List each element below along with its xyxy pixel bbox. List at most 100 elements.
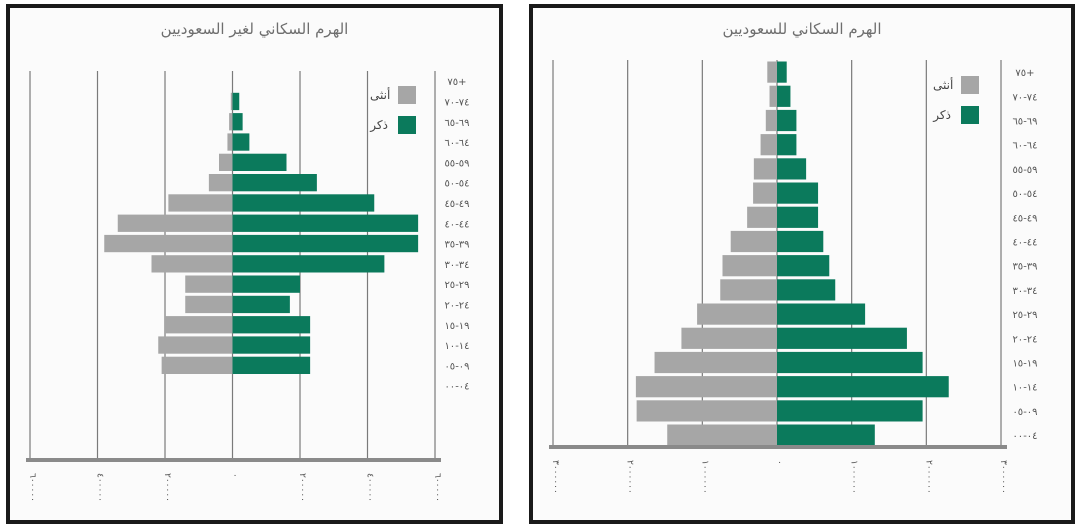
x-tick-label: ٣٠٠٠٠٠٠ — [550, 460, 560, 494]
x-tick-label: ١٠٠٠٠٠٠ — [849, 460, 859, 494]
x-tick-label: ٠ — [774, 460, 784, 465]
legend-label-male: ذكر — [933, 108, 951, 122]
bar-female — [753, 182, 777, 204]
bar-female — [722, 255, 777, 277]
x-tick-label: ٤٠٠٠٠٠ — [95, 473, 105, 502]
category-label: ١٩-١٥ — [444, 321, 469, 332]
bar-male — [777, 327, 907, 349]
legend-label-female: أنثى — [370, 88, 391, 102]
bar-female — [168, 194, 233, 212]
bar-male — [232, 275, 300, 293]
bar-male — [232, 214, 419, 232]
bar-female — [767, 61, 777, 83]
pyramid-chart: ٠٤-٠٠ ٠٩-٠٥ ١٤-١٠ ١٩-١٥ ٢٤-٢٠ ٢٩-٢٥ ٣٤-٣٠ ٣٩-٣٥… — [26, 71, 470, 502]
bar-female — [681, 327, 777, 349]
bar-female — [635, 376, 777, 398]
bar-female — [165, 316, 233, 334]
bar-male — [777, 303, 866, 325]
category-label: ٦٩-٦٥ — [1012, 117, 1037, 128]
category-label: ٥٩-٥٥ — [1012, 165, 1037, 176]
category-label: ٠٩-٠٥ — [444, 361, 469, 372]
category-label: ٢٩-٢٥ — [1012, 310, 1037, 321]
category-label: ٥٤-٥٠ — [1012, 189, 1037, 200]
legend: أنثى ذكر — [370, 80, 417, 140]
bar-female — [636, 400, 777, 422]
bar-male — [232, 194, 375, 212]
bar-female — [151, 255, 233, 273]
legend-swatch-male — [961, 106, 980, 124]
pyramid-chart: ٠٤-٠٠ ٠٩-٠٥ ١٤-١٠ ١٩-١٥ ٢٤-٢٠ ٢٩-٢٥ ٣٤-٣٠ ٣٩-٣٥… — [549, 60, 1038, 494]
x-tick-label: ١٠٠٠٠٠٠ — [699, 460, 709, 494]
bar-female — [227, 133, 233, 151]
legend-item-male: ذكر — [370, 110, 417, 140]
bar-female — [654, 351, 777, 374]
legend-swatch-female — [961, 76, 980, 94]
bar-male — [777, 279, 836, 301]
category-label: ٦٤-٦٠ — [1012, 141, 1037, 152]
category-label: ٠٤-٠٠ — [444, 382, 469, 393]
category-label: ٣٩-٣٥ — [1012, 262, 1037, 273]
category-label: ١٩-١٥ — [1012, 359, 1037, 370]
bar-male — [232, 316, 311, 334]
bar-female — [161, 356, 233, 374]
bar-male — [777, 400, 923, 422]
legend-item-male: ذكر — [933, 100, 980, 130]
x-tick-label: ٣٠٠٠٠٠٠ — [998, 460, 1008, 494]
bar-male — [777, 85, 791, 107]
bar-male — [777, 230, 824, 253]
bar-male — [232, 113, 243, 131]
legend-label-male: ذكر — [370, 118, 388, 132]
bar-female — [730, 230, 777, 253]
bar-male — [232, 295, 290, 314]
x-tick-label: ٠ — [230, 473, 240, 478]
legend-label-female: أنثى — [933, 78, 954, 92]
bar-male — [232, 255, 385, 273]
bar-male — [232, 174, 317, 192]
category-label: ٧٤-٧٠ — [444, 97, 469, 108]
chart-panel-non-saudi: الهرم السكاني لغير السعوديين ٠٤-٠٠ ٠٩-٠٥ ١… — [6, 4, 503, 524]
category-label: ١٤-١٠ — [444, 341, 469, 352]
bar-female — [208, 174, 233, 192]
category-label: ٠٤-٠٠ — [1012, 431, 1037, 442]
bar-female — [104, 234, 233, 253]
bar-female — [230, 92, 233, 111]
category-label: ٢٤-٢٠ — [444, 300, 469, 311]
x-tick-label: ٤٠٠٠٠٠ — [365, 473, 375, 502]
bar-male — [232, 153, 287, 171]
legend-swatch-female — [398, 86, 417, 104]
category-label: ٣٤-٣٠ — [444, 260, 469, 271]
category-label: ٧٤-٧٠ — [1012, 92, 1037, 103]
bar-female — [747, 206, 777, 228]
chart-panel-saudi: الهرم السكاني للسعوديين ٠٤-٠٠ ٠٩-٠٥ ١٤-١٠ ١… — [529, 4, 1075, 524]
category-label: ٧٥+ — [447, 77, 466, 88]
legend: أنثى ذكر — [933, 70, 980, 130]
bar-male — [777, 351, 923, 374]
bar-male — [232, 133, 250, 151]
category-label: ٥٤-٥٠ — [444, 179, 469, 190]
category-label: ٣٤-٣٠ — [1012, 286, 1037, 297]
chart-title: الهرم السكاني لغير السعوديين — [160, 20, 349, 38]
bar-male — [777, 376, 949, 398]
legend-swatch-male — [398, 116, 417, 134]
bar-female — [765, 109, 777, 132]
bar-male — [777, 182, 819, 204]
bar-male — [777, 206, 819, 228]
bar-female — [697, 303, 777, 325]
category-label: ٤٩-٤٥ — [444, 199, 469, 210]
bar-male — [777, 109, 797, 132]
chart-title: الهرم السكاني للسعوديين — [722, 20, 882, 38]
bar-female — [753, 158, 777, 180]
category-label: ٦٤-٦٠ — [444, 138, 469, 149]
x-tick-label: ٦٠٠٠٠٠ — [27, 473, 37, 502]
x-tick-label: ٢٠٠٠٠٠٠ — [923, 460, 933, 494]
bar-male — [777, 158, 807, 180]
bar-male — [777, 134, 797, 156]
bar-male — [232, 336, 311, 354]
bar-male — [777, 255, 830, 277]
bar-male — [232, 234, 419, 253]
category-label: ١٤-١٠ — [1012, 383, 1037, 394]
bar-male — [232, 356, 311, 374]
bar-female — [229, 113, 233, 131]
x-tick-label: ٢٠٠٠٠٠ — [162, 473, 172, 502]
bar-female — [769, 85, 777, 107]
